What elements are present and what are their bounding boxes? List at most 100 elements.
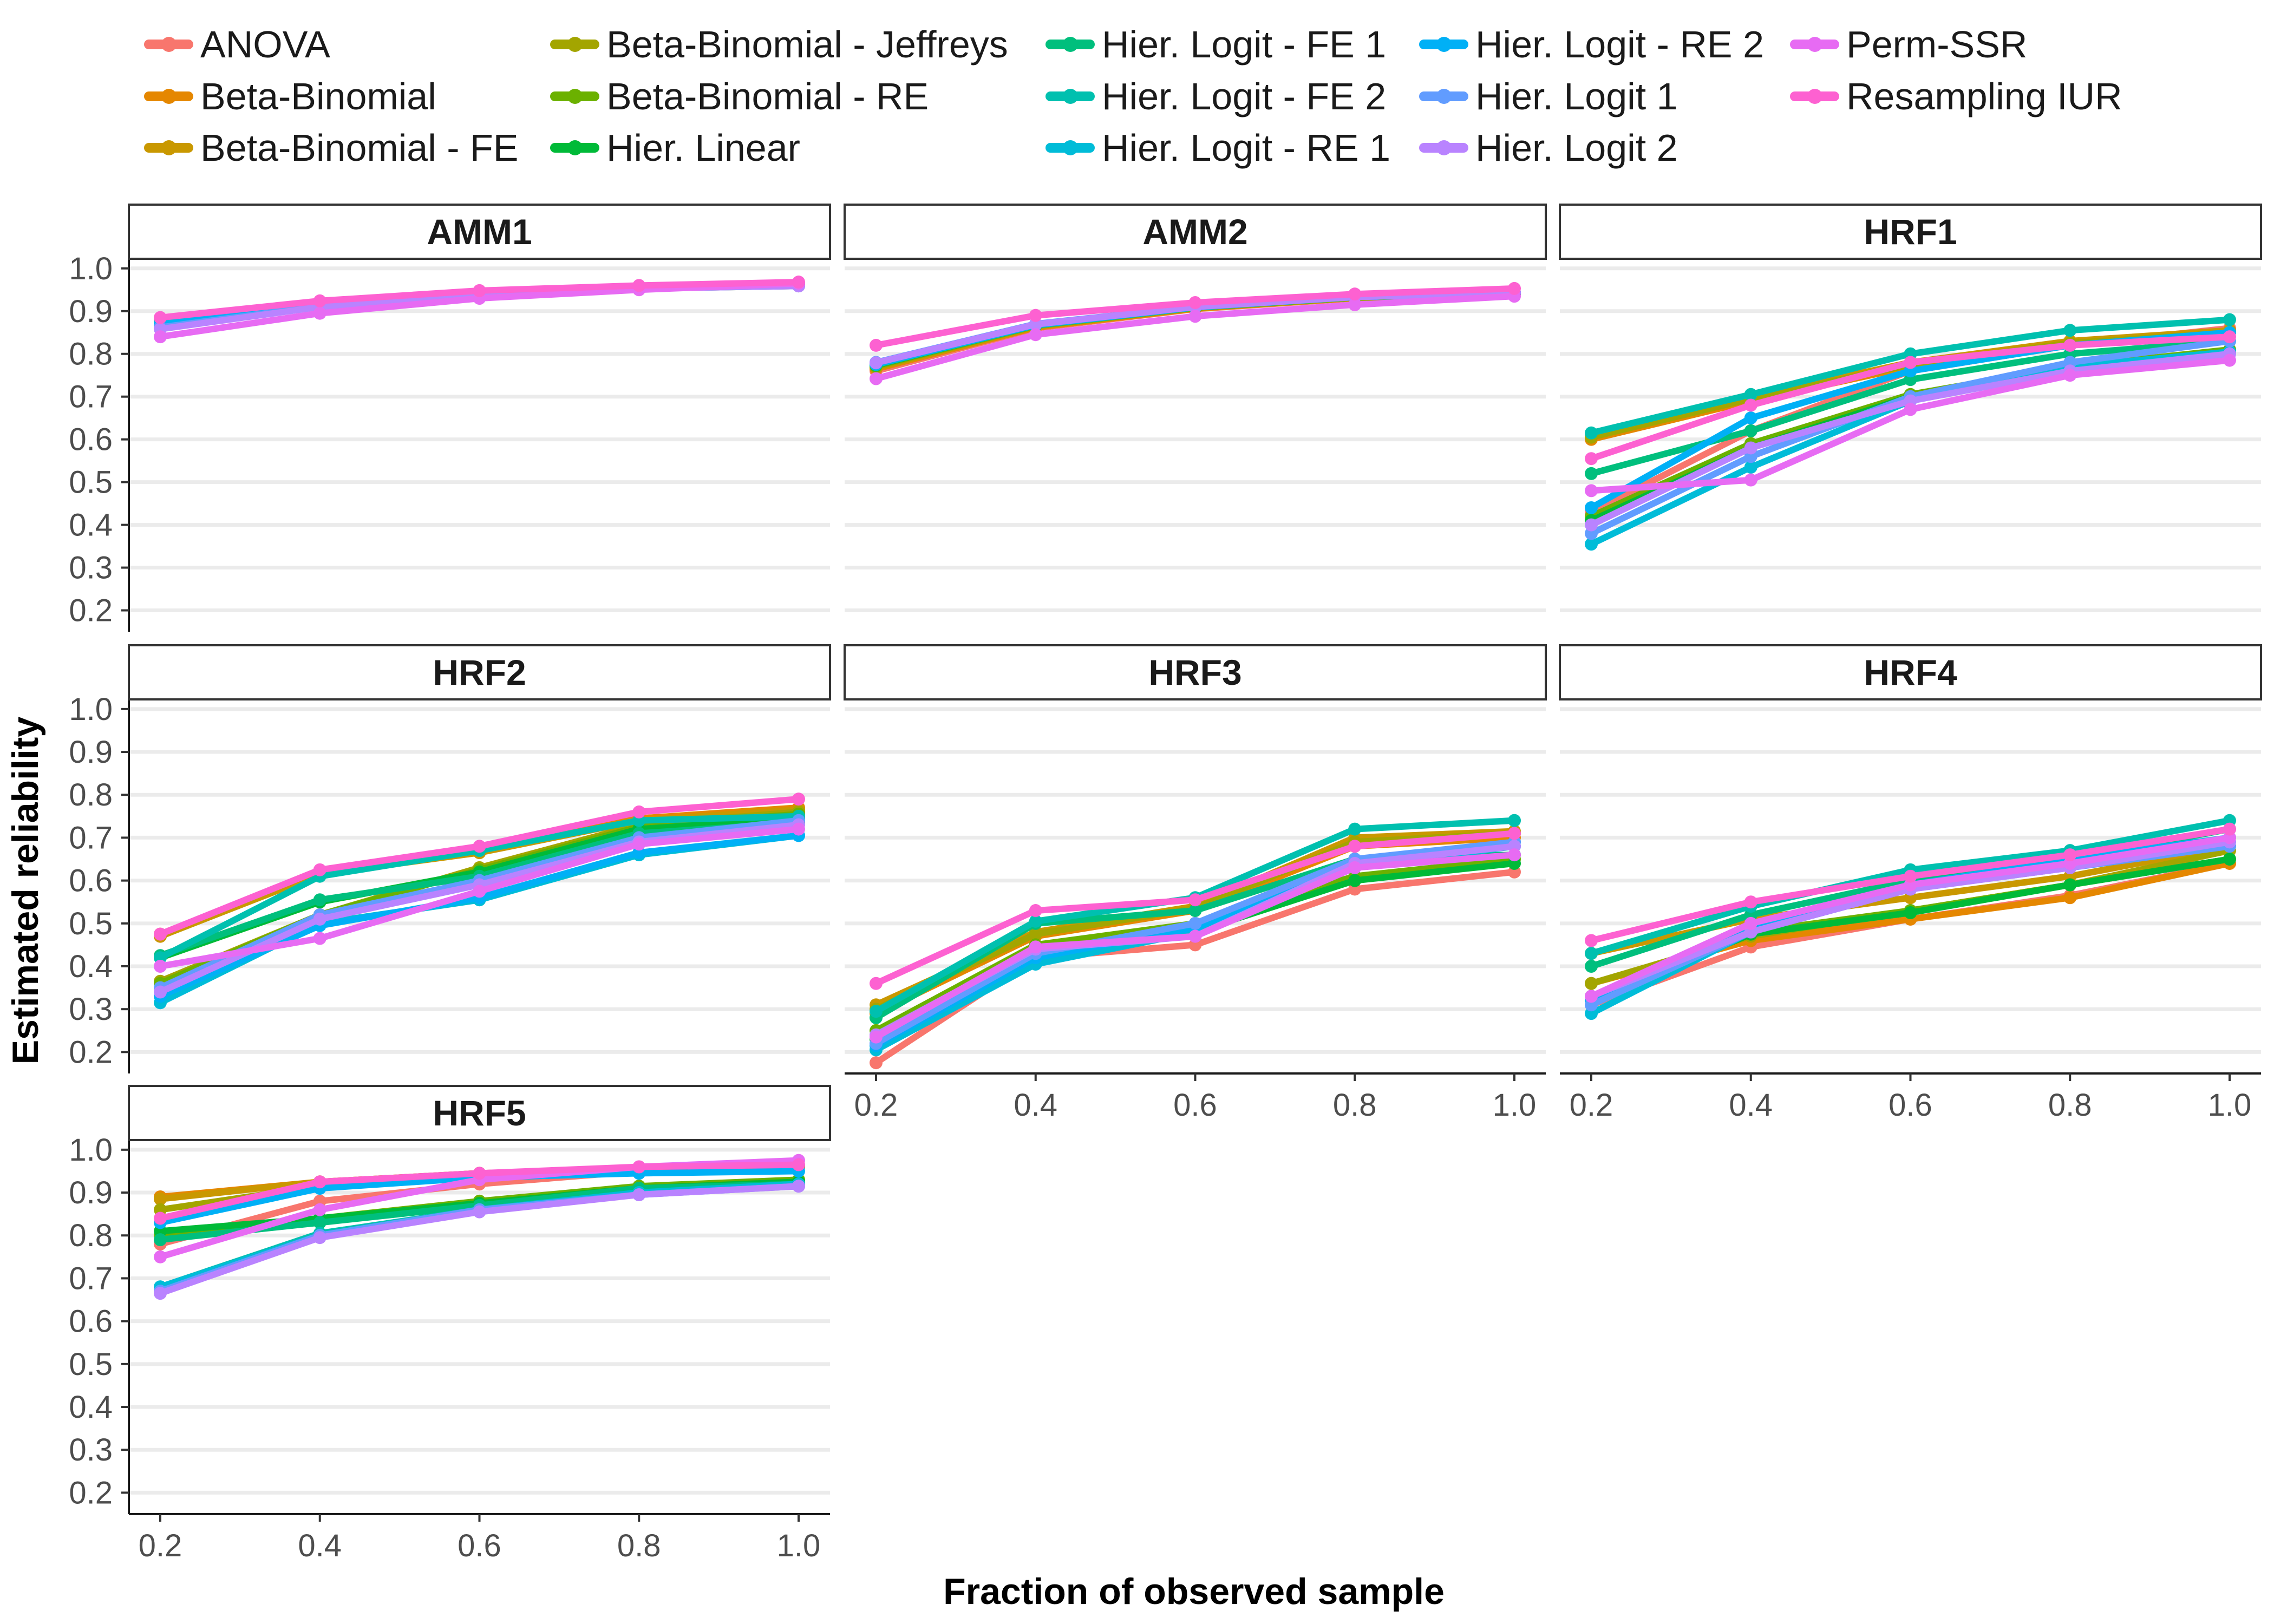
legend-label: Hier. Logit - FE 1	[1102, 23, 1386, 66]
data-point	[1188, 916, 1202, 930]
y-tick-label: 0.9	[69, 735, 113, 770]
data-point	[870, 372, 883, 385]
data-point	[1029, 318, 1042, 331]
panel-hrf2: HRF2 0.2 0.3 0.4 0.5 0.6 0.7 0.8 0.9 1.0	[69, 644, 831, 1073]
data-point	[1585, 484, 1598, 497]
y-tick-label: 1.0	[69, 1132, 113, 1168]
data-point	[632, 1188, 646, 1201]
data-point	[1904, 403, 1917, 416]
panel-strip	[128, 204, 831, 260]
data-point	[1508, 281, 1521, 295]
legend-item: Hier. Logit - FE 2	[1045, 75, 1386, 117]
data-point	[2063, 848, 2077, 862]
panel-title: HRF5	[433, 1093, 526, 1133]
data-point	[1508, 827, 1521, 840]
x-tick-label: 1.0	[777, 1528, 821, 1563]
y-tick-label: 0.5	[69, 906, 113, 941]
data-point	[154, 1233, 167, 1247]
data-point	[154, 960, 167, 973]
x-tick-label: 0.8	[1333, 1088, 1377, 1123]
legend-item: Resampling IUR	[1790, 75, 2122, 117]
data-point	[2223, 330, 2236, 344]
legend-key-marker	[567, 140, 583, 155]
panel-title: HRF2	[433, 652, 526, 692]
data-point	[313, 1175, 326, 1189]
chart-panels: AMM1 0.2 0.3 0.4 0.5 0.6 0.7 0.8 0.9 1.0 AMM2 HRF1 H…	[69, 204, 2262, 1563]
data-point	[1585, 452, 1598, 466]
legend-key-marker	[1063, 140, 1078, 155]
legend-key-marker	[1063, 37, 1078, 52]
y-tick-label: 0.7	[69, 1261, 113, 1296]
data-point	[2223, 313, 2236, 326]
data-point	[1744, 473, 1757, 487]
y-tick-label: 0.7	[69, 379, 113, 415]
legend-key-marker	[567, 37, 583, 52]
data-point	[632, 1160, 646, 1174]
y-tick-label: 0.6	[69, 1304, 113, 1339]
panel-title: HRF3	[1148, 652, 1241, 692]
data-point	[1744, 441, 1757, 455]
data-point	[313, 294, 326, 307]
data-point	[1744, 398, 1757, 412]
y-tick-label: 0.2	[69, 1034, 113, 1070]
legend-key-marker	[1807, 89, 1822, 104]
data-point	[2223, 822, 2236, 836]
data-point	[2063, 324, 2077, 337]
x-tick-label: 0.6	[458, 1528, 501, 1563]
data-point	[870, 977, 883, 990]
data-point	[1585, 501, 1598, 514]
data-point	[313, 306, 326, 320]
data-point	[870, 356, 883, 370]
data-point	[2223, 353, 2236, 367]
data-point	[1585, 934, 1598, 947]
legend-key-marker	[1436, 140, 1452, 155]
x-tick-label: 0.4	[1729, 1088, 1773, 1123]
data-point	[1029, 309, 1042, 322]
data-point	[473, 284, 486, 297]
panel-strip	[128, 644, 831, 700]
legend-label: Hier. Linear	[606, 127, 800, 169]
legend-key-marker	[161, 37, 177, 52]
legend-key-marker	[1807, 37, 1822, 52]
data-point	[473, 840, 486, 853]
y-tick-label: 0.2	[69, 1475, 113, 1510]
y-tick-label: 0.3	[69, 551, 113, 586]
data-point	[1904, 869, 1917, 883]
data-point	[1029, 328, 1042, 342]
x-tick-label: 0.8	[2048, 1088, 2092, 1123]
y-tick-label: 0.4	[69, 1390, 113, 1425]
legend-item: Hier. Logit 1	[1419, 75, 1678, 117]
data-point	[870, 1056, 883, 1070]
panel-hrf3: HRF3 0.2 0.4 0.6 0.8 1.0	[844, 644, 1547, 1123]
legend-item: Hier. Logit 2	[1419, 127, 1678, 169]
legend-item: Beta-Binomial - Jeffreys	[550, 23, 1008, 66]
data-point	[313, 1231, 326, 1245]
data-point	[792, 1158, 805, 1171]
y-tick-label: 0.5	[69, 465, 113, 500]
data-point	[2063, 338, 2077, 352]
legend-item: Beta-Binomial - RE	[550, 75, 929, 117]
data-point	[313, 893, 326, 907]
data-point	[1508, 848, 1521, 862]
x-tick-label: 0.4	[1014, 1088, 1057, 1123]
legend-label: Beta-Binomial - FE	[200, 127, 518, 169]
y-tick-label: 0.8	[69, 337, 113, 372]
data-point	[1744, 895, 1757, 909]
legend-label: Beta-Binomial - Jeffreys	[606, 23, 1008, 66]
x-tick-label: 0.6	[1889, 1088, 1932, 1123]
data-point	[792, 793, 805, 806]
data-point	[632, 279, 646, 292]
y-tick-label: 0.6	[69, 422, 113, 457]
data-point	[154, 985, 167, 999]
data-point	[1744, 424, 1757, 437]
x-tick-label: 1.0	[1493, 1088, 1537, 1123]
y-tick-label: 0.5	[69, 1347, 113, 1382]
legend-item: Hier. Logit - RE 1	[1045, 127, 1390, 169]
data-point	[154, 927, 167, 941]
data-point	[313, 932, 326, 945]
data-point	[1744, 388, 1757, 401]
data-point	[1744, 916, 1757, 930]
legend-label: ANOVA	[200, 23, 330, 66]
y-tick-label: 0.9	[69, 294, 113, 329]
data-point	[1348, 287, 1362, 301]
